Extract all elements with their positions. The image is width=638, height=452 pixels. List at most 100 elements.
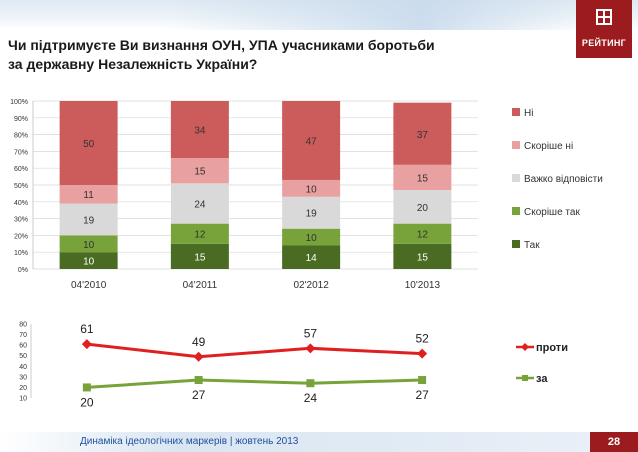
data-label: 37 — [417, 130, 429, 141]
y-tick-label: 60% — [14, 166, 28, 173]
bar-segment — [59, 235, 118, 253]
header-band — [0, 0, 638, 30]
data-label: 12 — [417, 230, 429, 241]
data-label: 10 — [83, 257, 95, 268]
legend-label: за — [536, 373, 548, 385]
y-tick-label: 40 — [19, 364, 27, 371]
x-tick-label: 10'2013 — [405, 280, 441, 291]
data-label: 27 — [415, 388, 429, 402]
bar-segment — [393, 164, 452, 191]
bar-segment — [282, 196, 341, 229]
y-tick-label: 20 — [19, 385, 27, 392]
bar-segment — [170, 243, 229, 269]
y-tick-label: 100% — [10, 99, 28, 106]
y-tick-label: 80% — [14, 133, 28, 140]
bar-segment — [282, 228, 341, 246]
y-tick-label: 90% — [14, 116, 28, 123]
bar-segment — [59, 101, 118, 185]
y-tick-label: 40% — [14, 200, 28, 207]
x-tick-label: 04'2010 — [71, 280, 107, 291]
data-point — [194, 376, 203, 385]
bar-segment — [282, 245, 341, 269]
data-label: 14 — [306, 253, 318, 264]
bar-segment — [393, 190, 452, 224]
y-tick-label: 50% — [14, 183, 28, 190]
footer: Динаміка ідеологічних маркерів | жовтень… — [0, 432, 638, 452]
y-tick-label: 50 — [19, 353, 27, 360]
x-tick-label: 04'2011 — [183, 280, 218, 291]
data-label: 11 — [83, 190, 94, 201]
bar-segment — [393, 102, 452, 165]
data-label: 52 — [415, 332, 429, 346]
legend-swatch — [512, 174, 520, 182]
legend-swatch — [512, 141, 520, 149]
legend-label: Скоріше ні — [524, 141, 573, 152]
data-point — [306, 379, 315, 388]
page-number: 28 — [590, 432, 638, 452]
stacked-bar-chart: 0% 10% 20% 30% 40% 50% 60% 70% 80% 90% 100% 10 10 19 1… — [10, 99, 603, 291]
bar-segment — [170, 158, 229, 184]
legend-label: Так — [524, 240, 540, 251]
data-label: 57 — [304, 326, 318, 340]
logo-text: РЕЙТИНГ — [581, 38, 627, 48]
data-point — [418, 376, 427, 385]
data-label: 19 — [306, 209, 318, 220]
chart-title-line2: за державну Незалежність України? — [8, 56, 258, 72]
footer-caption: Динаміка ідеологічних маркерів | жовтень… — [80, 436, 299, 447]
legend-label: Важко відповісти — [524, 174, 603, 185]
footer-band — [0, 432, 590, 452]
data-label: 15 — [194, 252, 206, 263]
bar-segment — [170, 183, 229, 224]
chart-title-line1: Чи підтримуєте Ви визнання ОУН, УПА учас… — [8, 37, 435, 53]
data-label: 19 — [83, 215, 95, 226]
bar-segment — [59, 203, 118, 236]
data-label: 24 — [194, 199, 206, 210]
data-label: 10 — [83, 240, 95, 251]
y-tick-label: 70% — [14, 149, 28, 156]
series-line — [86, 342, 423, 359]
y-tick-label: 0% — [18, 267, 28, 274]
legend-marker — [522, 375, 528, 381]
y-tick-label: 60 — [19, 343, 27, 350]
data-label: 12 — [194, 230, 206, 241]
data-label: 61 — [80, 322, 94, 336]
y-tick-label: 30% — [14, 217, 28, 224]
line-chart: 10 20 30 40 50 60 70 80 61 49 57 52 20 27 24 27 проти за — [19, 322, 568, 410]
y-tick-label: 70 — [19, 332, 27, 339]
data-label: 15 — [194, 167, 206, 178]
y-tick-label: 10% — [14, 250, 28, 257]
bar-segment — [170, 223, 229, 244]
data-point — [81, 339, 92, 350]
logo-cross-icon — [596, 9, 612, 25]
legend-swatch — [512, 108, 520, 116]
bar-segment — [282, 101, 341, 180]
data-point — [82, 383, 91, 392]
bar-segment — [170, 101, 229, 159]
data-label: 47 — [306, 136, 318, 147]
data-label: 49 — [192, 335, 206, 349]
data-point — [305, 343, 316, 354]
bar-segment — [59, 252, 118, 269]
data-label: 10 — [306, 184, 318, 195]
data-label: 50 — [83, 139, 95, 150]
header-swoosh — [170, 0, 590, 30]
legend-swatch — [512, 240, 520, 248]
data-label: 15 — [417, 252, 429, 263]
data-label: 10 — [306, 233, 318, 244]
data-label: 27 — [192, 388, 206, 402]
y-tick-label: 30 — [19, 374, 27, 381]
bar-segment — [282, 179, 341, 197]
bar-segment — [393, 223, 452, 244]
legend-label: Ні — [524, 108, 533, 119]
bar-segment — [59, 185, 118, 204]
data-label: 20 — [417, 203, 429, 214]
legend-marker — [521, 343, 529, 351]
x-tick-label: 02'2012 — [293, 280, 329, 291]
series-line — [86, 378, 423, 389]
y-tick-label: 10 — [19, 396, 27, 403]
data-point — [193, 351, 204, 362]
legend-label: проти — [536, 342, 568, 354]
rating-logo: РЕЙТИНГ — [576, 0, 632, 58]
y-tick-label: 80 — [19, 322, 27, 329]
data-label: 24 — [304, 391, 318, 405]
